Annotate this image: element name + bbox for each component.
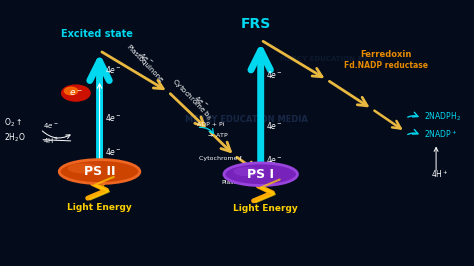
Text: $4e^-$: $4e^-$ — [266, 154, 283, 165]
Text: $4e^-$: $4e^-$ — [105, 64, 122, 75]
Text: Cytochrome f: Cytochrome f — [199, 156, 242, 161]
Ellipse shape — [234, 167, 260, 176]
Text: $4e^-$: $4e^-$ — [137, 50, 155, 67]
Text: PS II: PS II — [84, 165, 115, 178]
Text: 2NADPH$_2$: 2NADPH$_2$ — [424, 111, 461, 123]
Text: Plastocyanin: Plastocyanin — [222, 180, 262, 185]
Ellipse shape — [224, 163, 298, 186]
Text: Light Energy: Light Energy — [233, 205, 298, 214]
Circle shape — [62, 85, 90, 101]
Text: Cytochrome b$_6$: Cytochrome b$_6$ — [170, 77, 214, 123]
Text: $4e^-$: $4e^-$ — [105, 111, 122, 123]
Text: O$_2\uparrow$: O$_2\uparrow$ — [4, 116, 22, 128]
Text: 2H$_2$O: 2H$_2$O — [4, 132, 26, 144]
Text: PS I: PS I — [247, 168, 274, 181]
Text: FRS: FRS — [241, 16, 271, 31]
Text: $4e^-$: $4e^-$ — [266, 69, 283, 80]
Text: Light Energy: Light Energy — [67, 203, 132, 212]
Text: $4e^-$: $4e^-$ — [266, 119, 283, 131]
Text: 4H$^+$: 4H$^+$ — [431, 169, 449, 180]
Ellipse shape — [68, 163, 99, 173]
Circle shape — [64, 87, 78, 95]
Text: $e^-$: $e^-$ — [69, 88, 83, 98]
Text: $\rightarrow$ ATP: $\rightarrow$ ATP — [206, 131, 229, 139]
Text: MERCY EDUCATION MEDIA: MERCY EDUCATION MEDIA — [280, 56, 383, 61]
Text: 2NADP$^+$: 2NADP$^+$ — [424, 128, 457, 140]
Text: $4e^-$: $4e^-$ — [43, 121, 58, 130]
Text: Ferredoxin: Ferredoxin — [361, 50, 412, 59]
Text: $4e^-$: $4e^-$ — [192, 93, 210, 110]
Text: ADP + Pi: ADP + Pi — [197, 122, 224, 127]
Text: $4e^-$: $4e^-$ — [105, 146, 122, 157]
Text: Plastoquinone: Plastoquinone — [125, 44, 164, 84]
Text: Excited state: Excited state — [61, 28, 133, 39]
Text: 4H$^+$: 4H$^+$ — [43, 135, 59, 146]
Text: Fd.NADP reductase: Fd.NADP reductase — [344, 61, 428, 70]
Text: MERCY EDUCATION MEDIA: MERCY EDUCATION MEDIA — [185, 115, 308, 124]
Ellipse shape — [59, 160, 140, 184]
